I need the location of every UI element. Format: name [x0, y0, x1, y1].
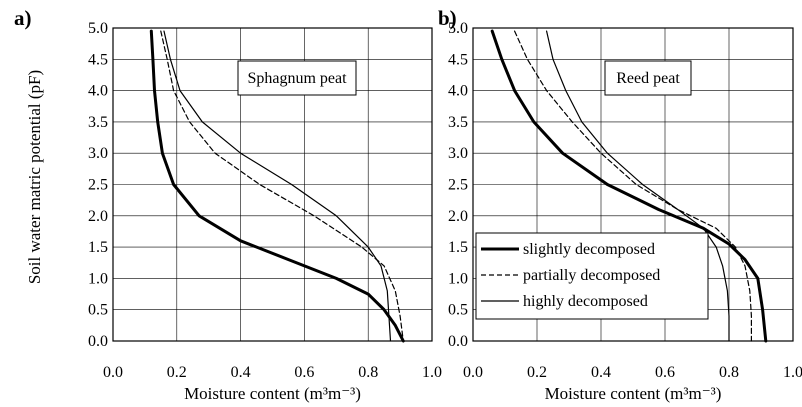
- x-tick-label: 0.8: [358, 364, 378, 381]
- series-line-dashed: [513, 30, 753, 342]
- y-tick-label: 4.5: [448, 51, 468, 68]
- series-line-dashed: [160, 30, 404, 342]
- panel-a: 0.0 0.2 0.4 0.6 0.8 1.0 0.0 0.5 1.0 1.5 2.0 2.5 3.0 3…: [14, 6, 442, 403]
- x-tick-label: 1.0: [422, 364, 442, 381]
- x-tick-label: 1.0: [783, 364, 802, 381]
- x-tick-label: 0.4: [231, 364, 251, 381]
- x-tick-label: 0.2: [527, 364, 547, 381]
- series-line-thin: [163, 30, 392, 342]
- x-tick-label: 0.2: [167, 364, 187, 381]
- panel-b: 0.0 0.2 0.4 0.6 0.8 1.0 0.0 0.5 1.0 1.5 2.0 2.5 3.0 3…: [438, 6, 802, 403]
- x-tick-label: 0.6: [294, 364, 314, 381]
- y-tick-label: 2.5: [88, 177, 108, 194]
- y-tick-label: 0.0: [88, 333, 108, 350]
- y-tick-label: 1.0: [448, 270, 468, 287]
- y-tick-label: 1.5: [88, 239, 108, 256]
- y-tick-label: 3.0: [448, 145, 468, 162]
- y-tick-label: 1.5: [448, 239, 468, 256]
- y-tick-label: 5.0: [448, 20, 468, 37]
- series-line-thin: [545, 30, 730, 342]
- y-tick-label: 0.0: [448, 333, 468, 350]
- panel-label: b): [438, 6, 457, 30]
- y-tick-label: 2.0: [88, 208, 108, 225]
- inset-label-box: [604, 60, 692, 96]
- legend-entry: partially decomposed: [523, 267, 660, 284]
- x-tick-label: 0.6: [655, 364, 675, 381]
- y-tick-label: 3.5: [88, 114, 108, 131]
- plot-frame: [472, 27, 794, 342]
- x-axis-label: Moisture content (m³m⁻³): [184, 384, 361, 403]
- y-tick-label: 0.5: [88, 302, 108, 319]
- legend-entry: highly decomposed: [523, 293, 648, 310]
- y-axis-label: Soil water matric potential (pF): [25, 70, 44, 284]
- x-tick-label: 0.4: [591, 364, 611, 381]
- x-tick-label: 0.0: [103, 364, 123, 381]
- y-tick-label: 3.0: [88, 145, 108, 162]
- series-line-thick: [490, 29, 768, 343]
- inset-label: Reed peat: [616, 70, 680, 87]
- inset-label: Sphagnum peat: [247, 70, 347, 87]
- inset-label-box: [237, 60, 357, 96]
- y-tick-label: 5.0: [88, 20, 108, 37]
- legend-box: [475, 232, 709, 320]
- x-tick-label: 0.0: [463, 364, 483, 381]
- series-line-thick: [149, 29, 405, 343]
- y-tick-label: 2.5: [448, 177, 468, 194]
- x-axis-label: Moisture content (m³m⁻³): [545, 384, 722, 403]
- y-tick-label: 4.5: [88, 51, 108, 68]
- y-tick-label: 4.0: [448, 83, 468, 100]
- y-tick-label: 2.0: [448, 208, 468, 225]
- panel-label: a): [14, 6, 32, 30]
- y-tick-label: 0.5: [448, 302, 468, 319]
- y-tick-label: 3.5: [448, 114, 468, 131]
- plot-frame: [112, 27, 433, 342]
- y-tick-label: 4.0: [88, 83, 108, 100]
- y-tick-label: 1.0: [88, 270, 108, 287]
- legend-entry: slightly decomposed: [523, 241, 655, 258]
- x-tick-label: 0.8: [719, 364, 739, 381]
